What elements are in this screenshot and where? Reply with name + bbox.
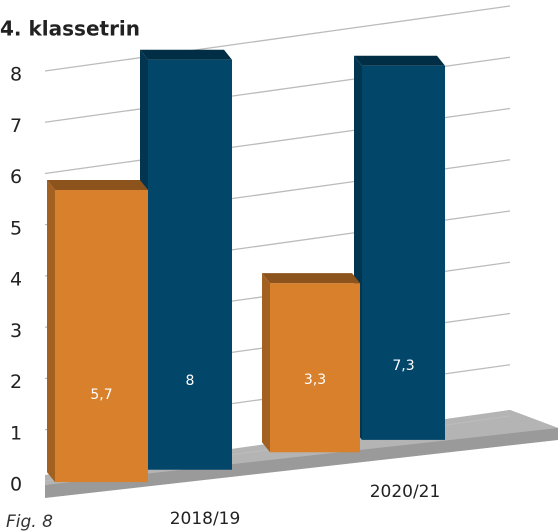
bar-top [47,179,148,190]
y-tick-label: 8 [10,64,22,86]
x-tick-label: 2018/19 [170,509,241,529]
chart-title: 4. klassetrin [0,17,140,41]
y-tick-label: 5 [10,217,22,239]
value-label: 8 [186,373,195,389]
bar [55,189,148,483]
value-label: 7,3 [392,358,414,374]
bar-top [354,55,445,66]
bar-top [262,273,360,284]
y-tick-label: 1 [10,422,22,444]
bar-side [47,179,55,483]
y-tick-label: 6 [10,166,22,188]
grid-line [44,5,511,72]
y-tick-label: 2 [10,371,22,393]
y-tick-label: 0 [10,474,22,496]
y-tick-label: 4 [10,269,22,291]
bar [148,59,232,470]
bar-top [140,49,232,60]
bar-side [262,273,270,453]
caption: Fig. 8 [6,512,53,532]
value-label: 3,3 [304,372,326,388]
bar [270,283,360,453]
y-tick-label: 7 [10,115,22,137]
bar [362,65,445,440]
y-tick-label: 3 [10,320,22,342]
x-tick-label: 2020/21 [370,482,441,502]
value-label: 5,7 [90,387,112,403]
